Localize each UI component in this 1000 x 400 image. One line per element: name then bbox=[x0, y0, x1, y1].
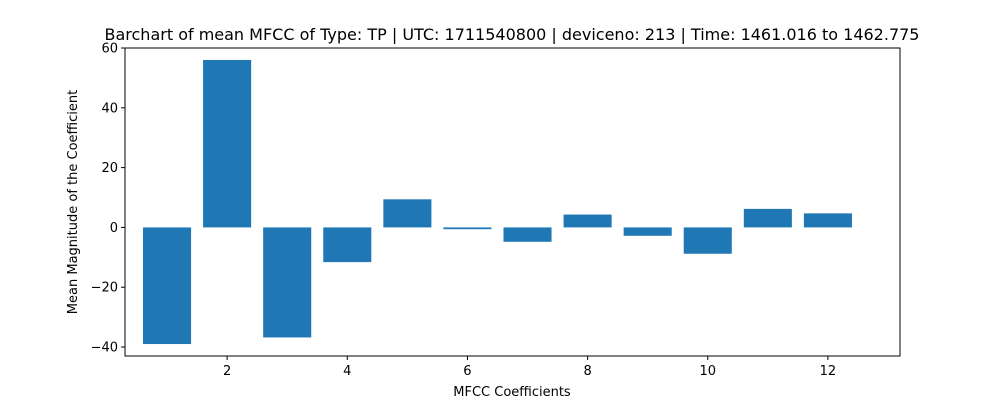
bar-mfcc-10 bbox=[683, 227, 732, 254]
y-tick-label: −20 bbox=[91, 281, 118, 296]
bar-mfcc-11 bbox=[743, 208, 792, 228]
plot-frame bbox=[124, 47, 901, 357]
bar-mfcc-7 bbox=[503, 227, 552, 242]
x-axis-ticks: 2 4 6 8 10 12 bbox=[223, 356, 836, 379]
x-tick-label: 2 bbox=[223, 364, 231, 379]
y-tick-label: −40 bbox=[91, 341, 118, 356]
x-tick-label: 10 bbox=[699, 364, 716, 379]
x-axis-title: MFCC Coefficients bbox=[453, 385, 571, 400]
y-tick-label: 40 bbox=[101, 101, 118, 116]
x-tick-label: 8 bbox=[583, 364, 591, 379]
bars-group bbox=[143, 59, 852, 345]
bar-mfcc-12 bbox=[803, 213, 852, 228]
bar-mfcc-3 bbox=[263, 227, 312, 338]
bar-mfcc-9 bbox=[623, 227, 672, 236]
y-axis-ticks: −40 −20 0 20 40 60 bbox=[91, 42, 125, 356]
y-tick-label: 20 bbox=[101, 161, 118, 176]
x-tick-label: 4 bbox=[343, 364, 351, 379]
bar-mfcc-6 bbox=[443, 227, 492, 230]
x-tick-label: 12 bbox=[820, 364, 837, 379]
x-tick-label: 6 bbox=[463, 364, 471, 379]
bar-mfcc-5 bbox=[383, 199, 432, 228]
chart-title: Barchart of mean MFCC of Type: TP | UTC:… bbox=[105, 25, 920, 44]
bar-mfcc-8 bbox=[563, 214, 612, 228]
y-tick-label: 0 bbox=[110, 221, 118, 236]
bar-mfcc-1 bbox=[143, 227, 192, 345]
y-axis-title: Mean Magnitude of the Coefficient bbox=[66, 90, 81, 314]
y-tick-label: 60 bbox=[101, 42, 118, 57]
bar-mfcc-4 bbox=[323, 227, 372, 263]
bar-mfcc-2 bbox=[203, 59, 252, 228]
